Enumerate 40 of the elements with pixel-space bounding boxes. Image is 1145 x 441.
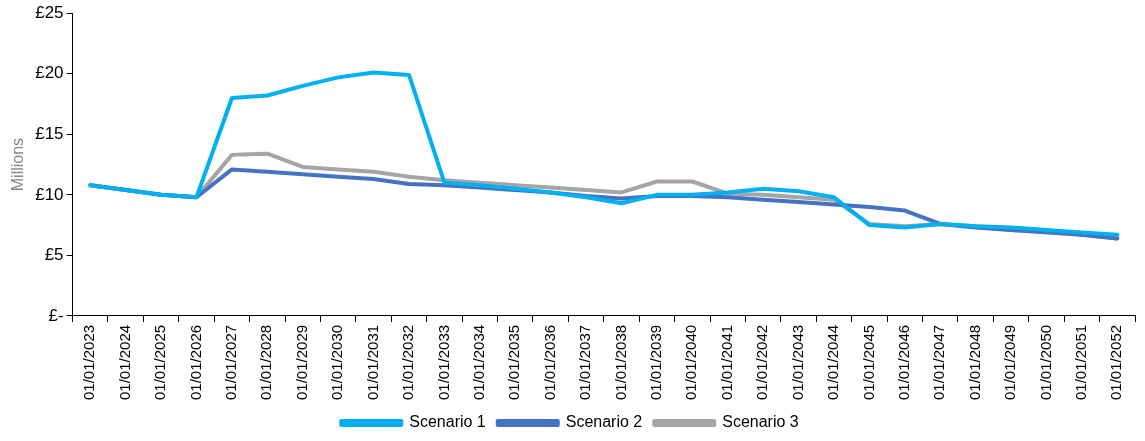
x-tick-label: 01/01/2048 [965,324,983,400]
x-tick-label: 01/01/2032 [399,324,417,400]
x-tick-label: 01/01/2034 [469,324,487,400]
y-tick-label: £20 [35,63,64,83]
y-tick-label: £15 [35,123,64,143]
x-tick-label: 01/01/2026 [186,324,204,400]
y-tick-label: £- [48,305,64,325]
x-tick-label: 01/01/2031 [363,324,381,400]
x-tick-label: 01/01/2044 [824,324,842,400]
x-tick-label: 01/01/2023 [80,324,98,400]
x-tick-label: 01/01/2043 [788,324,806,400]
y-tick-label: £5 [44,245,64,265]
x-tick-label: 01/01/2049 [1001,324,1019,400]
x-tick-label: 01/01/2025 [151,324,169,400]
x-tick-label: 01/01/2052 [1107,324,1125,400]
x-tick-label: 01/01/2029 [292,324,310,400]
y-tick-label: £10 [35,184,64,204]
x-tick-label: 01/01/2033 [434,324,452,400]
x-tick-label: 01/01/2050 [1036,324,1054,400]
y-axis-title: Millions [9,137,27,192]
legend-label: Scenario 1 [409,413,486,431]
x-tick-label: 01/01/2046 [894,324,912,400]
x-tick-label: 01/01/2035 [505,324,523,400]
x-tick-label: 01/01/2027 [222,324,240,400]
x-tick-label: 01/01/2051 [1072,324,1090,400]
x-tick-label: 01/01/2028 [257,324,275,400]
x-tick-label: 01/01/2047 [930,324,948,400]
x-tick-label: 01/01/2037 [576,324,594,400]
x-tick-label: 01/01/2036 [540,324,558,400]
legend-label: Scenario 2 [565,413,643,431]
x-tick-label: 01/01/2040 [682,324,700,400]
x-tick-label: 01/01/2030 [328,324,346,400]
x-tick-label: 01/01/2041 [717,324,735,400]
x-tick-label: 01/01/2042 [753,324,771,400]
legend-label: Scenario 3 [722,413,799,431]
x-tick-label: 01/01/2038 [611,324,629,400]
x-tick-label: 01/01/2039 [647,324,665,400]
x-tick-label: 01/01/2045 [859,324,877,400]
y-tick-label: £25 [35,2,64,22]
x-tick-label: 01/01/2024 [115,324,133,400]
